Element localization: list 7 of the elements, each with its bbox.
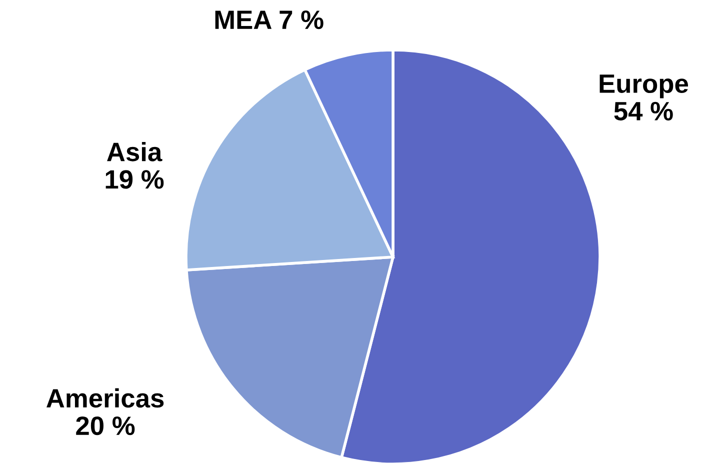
data-label: 19 %: [106, 170, 164, 189]
data-label: 20 %: [76, 416, 135, 436]
slice-label: MEA 7 %: [215, 10, 324, 30]
slice-label: Europe: [600, 74, 688, 98]
slice-label: Americas: [46, 388, 164, 408]
slice-label: Asia: [107, 142, 162, 162]
data-label: 54 %: [614, 102, 673, 120]
